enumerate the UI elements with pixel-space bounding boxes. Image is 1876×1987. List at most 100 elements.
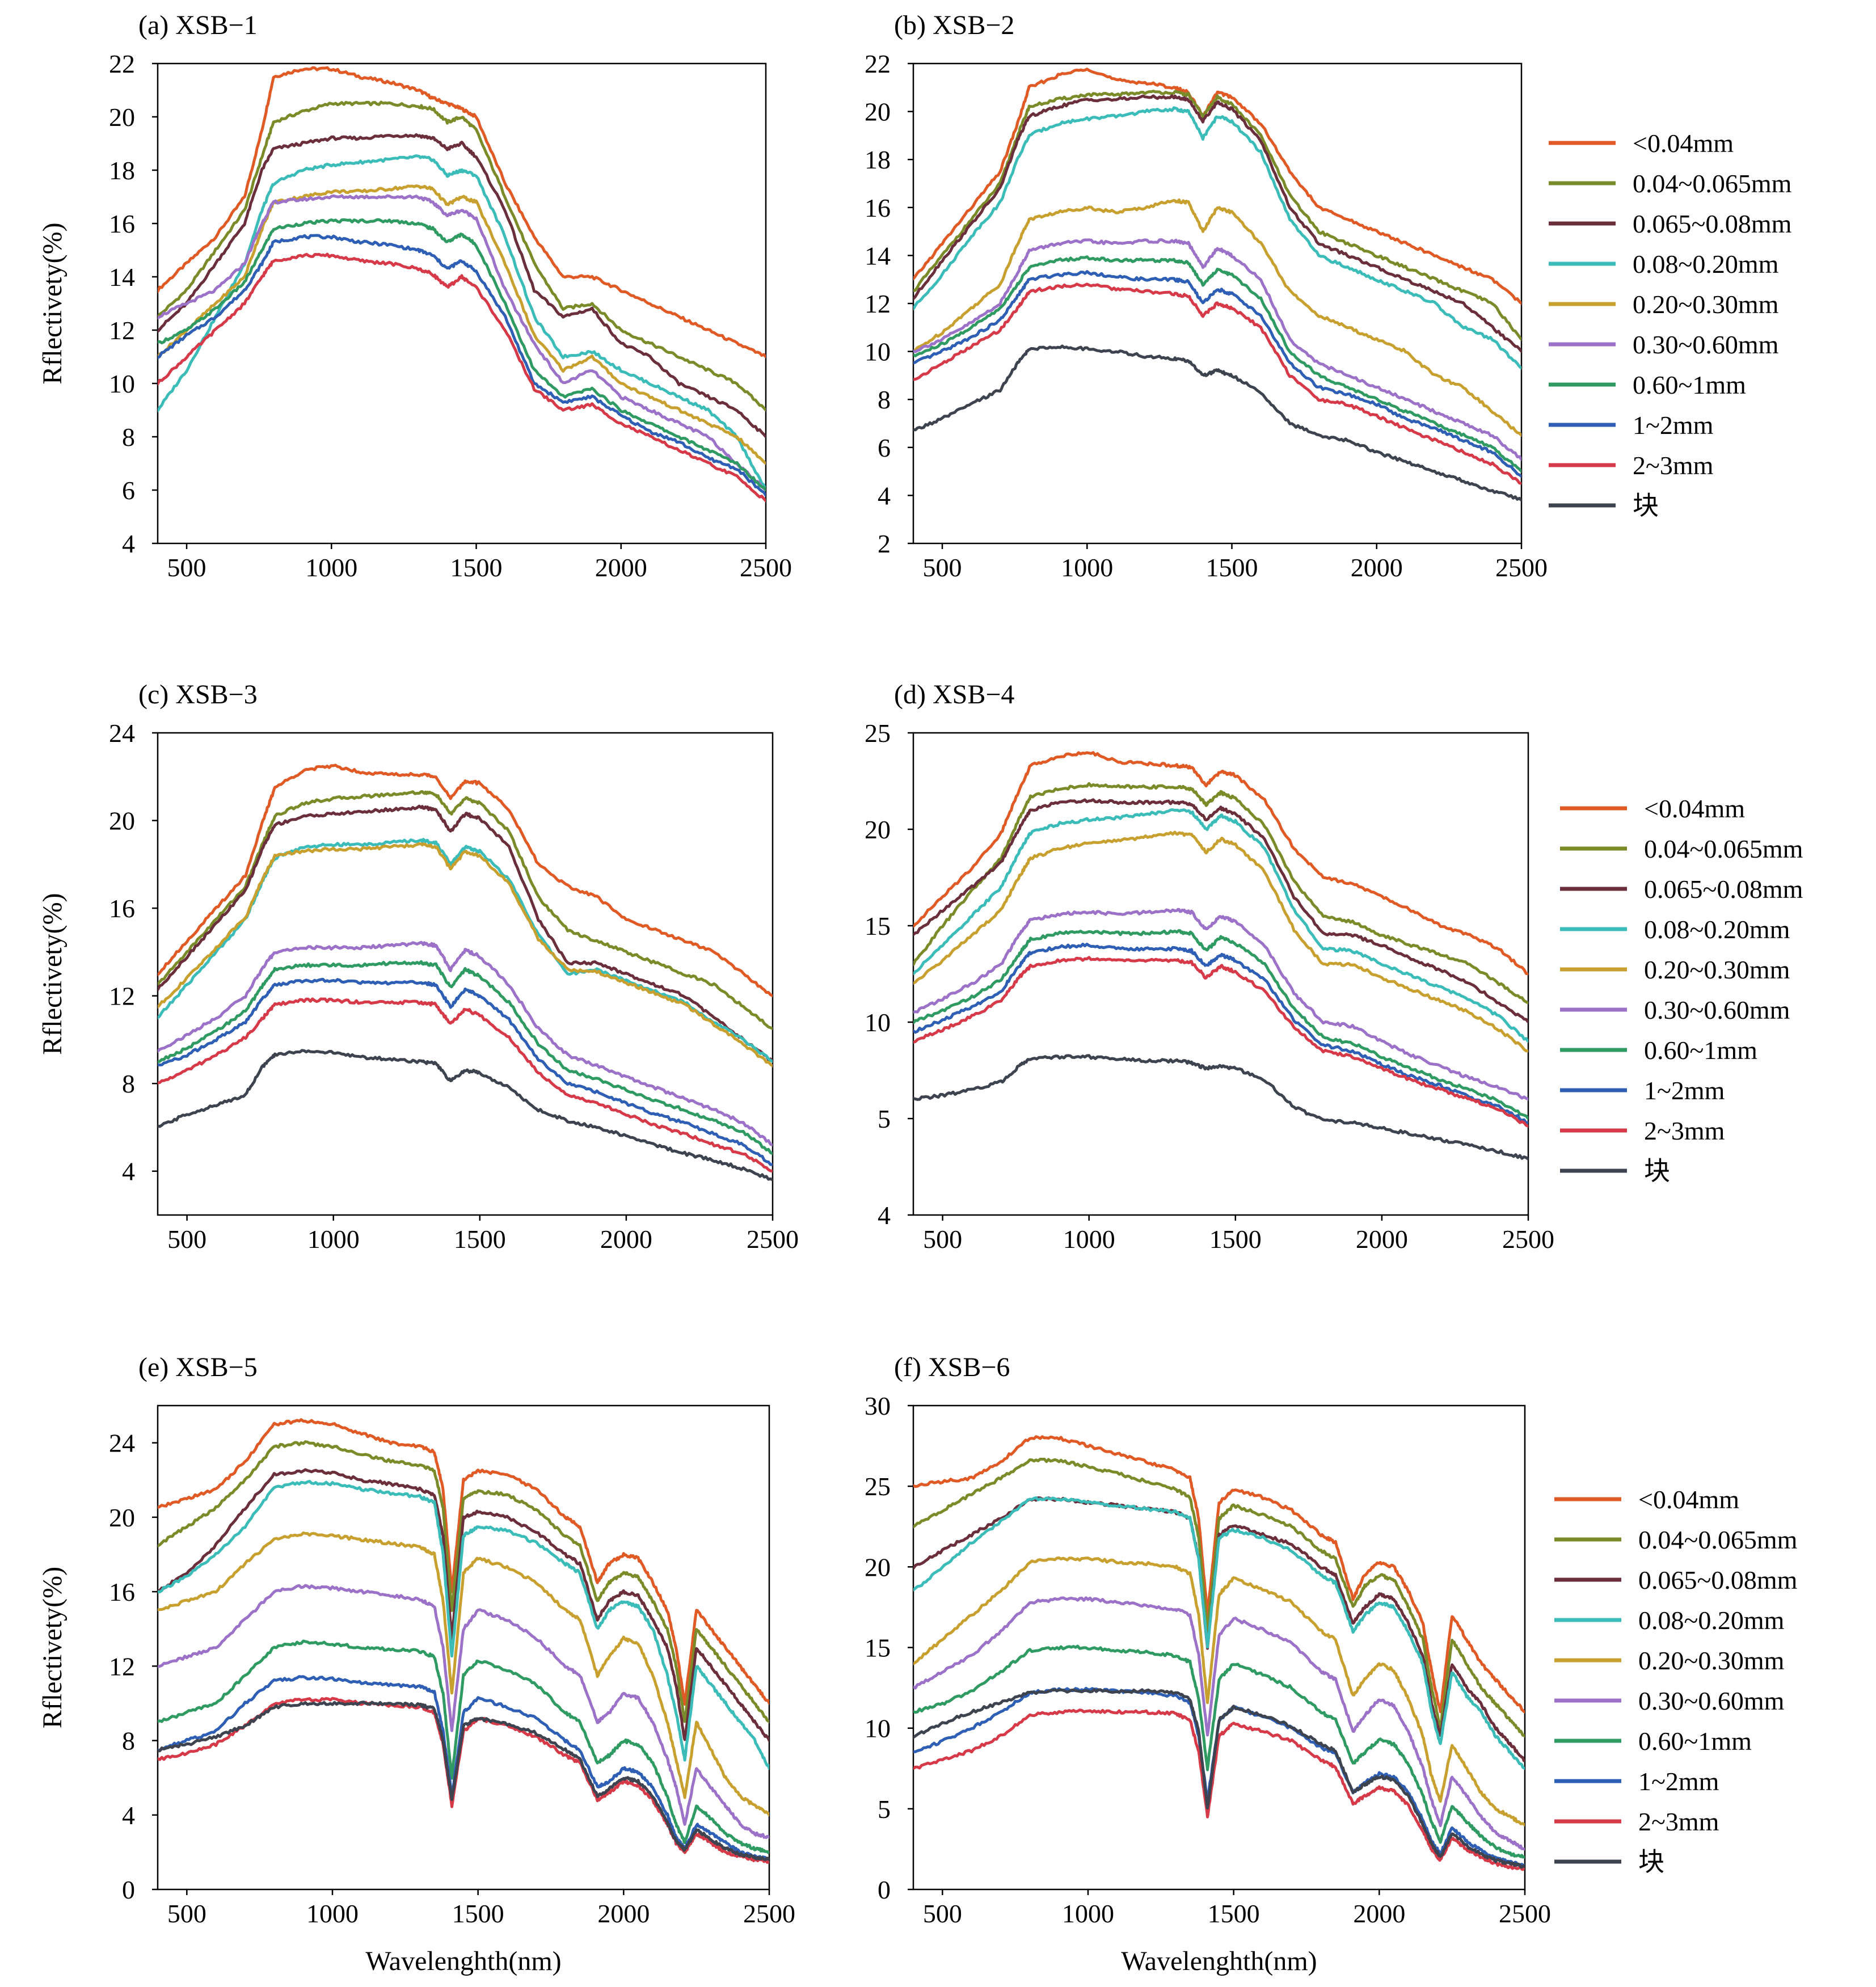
y-tick-label: 10: [865, 338, 891, 366]
panel-title: (f) XSB−6: [894, 1352, 1010, 1382]
y-tick-label: 20: [109, 807, 135, 836]
legend-label: 2~3mm: [1633, 451, 1714, 480]
legend-label: 0.065~0.08mm: [1638, 1566, 1798, 1594]
y-tick-label: 15: [865, 1634, 891, 1663]
series-line: [158, 804, 773, 1063]
panel-1: (a) XSB−1 500 1000 1500 2000 2500 4 6 8 10 12 14 16 1…: [37, 10, 792, 582]
y-tick-label: 6: [122, 476, 135, 505]
series-line: [913, 255, 1521, 473]
series-line: [913, 798, 1528, 1024]
y-tick-label: 16: [109, 1577, 135, 1606]
x-tick-label: 500: [167, 1899, 206, 1928]
series-line: [158, 1531, 769, 1817]
series-line: [158, 218, 766, 492]
series-group: [913, 1435, 1525, 1871]
legend-label: <0.04mm: [1633, 129, 1734, 158]
series-line: [158, 234, 766, 497]
series-line: [158, 1049, 773, 1182]
panel-5: (e) XSB−5 500 1000 1500 2000 2500 0 4 8 12 16 20 24 R…: [37, 1352, 795, 1976]
series-line: [158, 154, 766, 492]
x-tick-label: 1500: [450, 553, 503, 582]
y-tick-label: 8: [122, 423, 135, 452]
series-group: [158, 763, 773, 1182]
legend-label: 0.20~0.30mm: [1633, 290, 1779, 319]
y-tick-label: 12: [865, 289, 891, 318]
legend: <0.04mm 0.04~0.065mm 0.065~0.08mm 0.08~0.20…: [1549, 129, 1792, 520]
plot-frame: [157, 1404, 770, 1891]
legend-label: <0.04mm: [1644, 794, 1745, 823]
plot-frame: [912, 1404, 1526, 1891]
series-line: [913, 1556, 1525, 1826]
series-line: [158, 977, 773, 1166]
x-tick-label: 1500: [454, 1225, 506, 1254]
series-group: [913, 751, 1528, 1161]
series-line: [913, 1457, 1525, 1738]
series-line: [913, 270, 1521, 478]
x-tick-label: 2000: [1356, 1225, 1408, 1254]
legend-label: <0.04mm: [1638, 1485, 1739, 1514]
y-tick-label: 10: [109, 369, 135, 398]
legend-label: 0.20~0.30mm: [1644, 955, 1790, 984]
series-line: [158, 790, 773, 1031]
series-line: [913, 751, 1528, 976]
y-tick-label: 6: [878, 433, 891, 462]
series-line: [158, 1479, 769, 1770]
chart-panels: (a) XSB−1500 1000 1500 2000 2500468101214161…: [37, 10, 1803, 1976]
x-tick-label: 500: [923, 553, 962, 582]
y-tick-label: 4: [878, 1201, 891, 1230]
legend: <0.04mm 0.04~0.065mm 0.065~0.08mm 0.08~0.20…: [1560, 794, 1803, 1186]
series-line: [913, 94, 1521, 353]
y-tick-label: 24: [109, 1429, 135, 1458]
y-tick-label: 25: [865, 719, 891, 748]
x-tick-label: 500: [167, 553, 206, 582]
series-line: [913, 808, 1528, 1043]
y-tick-label: 20: [865, 98, 891, 126]
x-tick-label: 1000: [1061, 553, 1113, 582]
y-tick-label: 22: [109, 49, 135, 78]
y-tick-label: 8: [122, 1069, 135, 1098]
y-tick-label: 0: [122, 1875, 135, 1904]
legend-label: 2~3mm: [1638, 1807, 1719, 1836]
y-tick-label: 4: [122, 1801, 135, 1830]
legend-label: 0.065~0.08mm: [1644, 875, 1803, 904]
y-tick-label: 24: [109, 719, 135, 748]
y-tick-label: 4: [122, 529, 135, 558]
series-line: [158, 960, 773, 1155]
series-line: [158, 842, 773, 1068]
y-tick-label: 16: [109, 209, 135, 238]
legend-label: 0.60~1mm: [1644, 1036, 1757, 1065]
series-line: [913, 830, 1528, 1053]
series-line: [158, 66, 766, 358]
panel-title: (d) XSB−4: [894, 680, 1014, 710]
panel-2: (b) XSB−2 500 1000 1500 2000 2500 2 4 6 8 10 12 14 16…: [865, 10, 1548, 582]
series-line: [158, 1639, 769, 1854]
y-tick-label: 5: [878, 1795, 891, 1824]
series-line: [158, 997, 773, 1173]
legend-label: 1~2mm: [1638, 1767, 1719, 1796]
series-line: [913, 1644, 1525, 1859]
y-tick-label: 4: [878, 481, 891, 510]
series-line: [913, 929, 1528, 1120]
legend-label: 0.04~0.065mm: [1638, 1525, 1798, 1554]
series-line: [913, 282, 1521, 485]
x-tick-label: 1500: [1208, 1899, 1260, 1928]
legend-label: 0.065~0.08mm: [1633, 209, 1792, 238]
x-tick-label: 2000: [1351, 553, 1403, 582]
legend-label: 0.30~0.60mm: [1638, 1686, 1785, 1715]
series-line: [158, 763, 773, 998]
series-line: [158, 1701, 769, 1862]
y-tick-label: 20: [109, 103, 135, 132]
legend-label: 0.30~0.60mm: [1633, 330, 1779, 359]
legend-label: 块: [1633, 491, 1659, 520]
legend-label: 0.08~0.20mm: [1638, 1606, 1785, 1635]
x-tick-label: 500: [167, 1225, 206, 1254]
panel-title: (c) XSB−3: [138, 680, 258, 710]
series-line: [158, 1584, 769, 1840]
x-tick-label: 1000: [1062, 1899, 1114, 1928]
x-tick-label: 500: [923, 1225, 962, 1254]
y-tick-label: 10: [865, 1714, 891, 1743]
series-line: [158, 1440, 769, 1724]
y-tick-label: 22: [865, 49, 891, 78]
series-line: [913, 908, 1528, 1101]
